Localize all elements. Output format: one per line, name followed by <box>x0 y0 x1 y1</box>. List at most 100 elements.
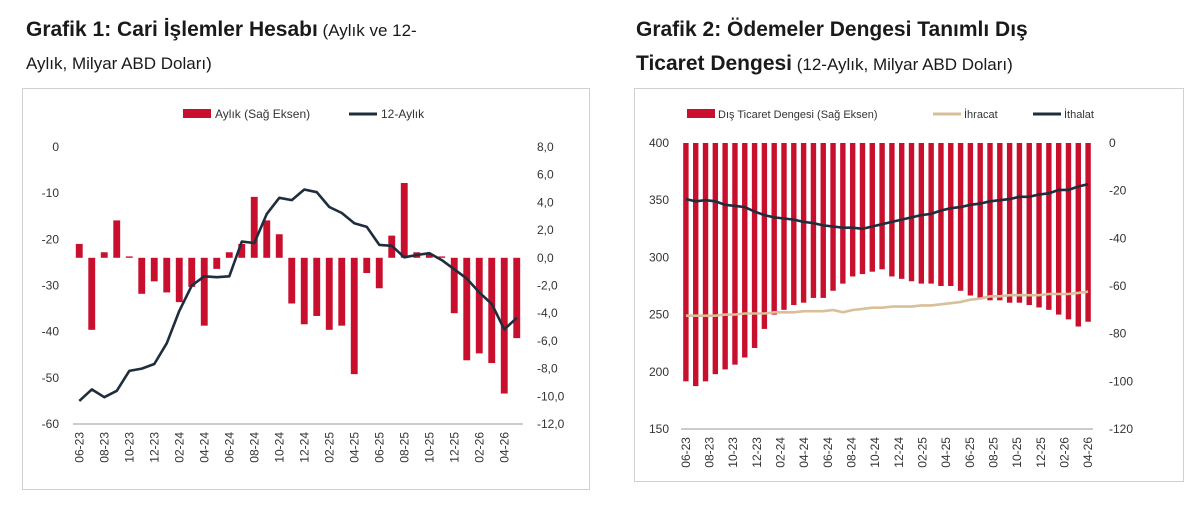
chart2-bar <box>849 143 856 277</box>
chart1-bar <box>475 257 483 354</box>
chart1-bar <box>150 257 158 282</box>
chart1-bar <box>500 257 508 394</box>
chart1-x-tick-label: 10-25 <box>422 432 436 463</box>
chart1-right-tick-label: -4,0 <box>537 306 558 320</box>
chart2-x-tick-label: 10-25 <box>1010 437 1024 468</box>
chart1-right-tick-label: -8,0 <box>537 362 558 376</box>
chart1-bar <box>338 257 346 326</box>
chart2-legend: Dış Ticaret Dengesi (Sağ Eksen) İhracat … <box>687 108 1094 121</box>
chart2-bar <box>1085 143 1091 322</box>
chart2-right-tick-label: 0 <box>1109 136 1116 150</box>
chart1-right-tick-label: -2,0 <box>537 279 558 293</box>
chart2-x-tick-label: 08-23 <box>703 437 717 468</box>
chart2-right-tick-label: -80 <box>1109 327 1127 341</box>
chart2-legend-import-label: İthalat <box>1064 108 1094 121</box>
chart1-right-tick-label: 2,0 <box>537 223 554 237</box>
chart2-bar <box>1036 143 1042 308</box>
chart2-bar <box>948 143 954 286</box>
chart1-title-line2: Aylık, Milyar ABD Doları) <box>26 54 212 73</box>
chart2-title-rest: (12-Aylık, Milyar ABD Doları) <box>792 55 1013 74</box>
chart2-x-tick-label: 10-23 <box>726 437 740 468</box>
chart1-x-tick-label: 10-23 <box>122 432 136 463</box>
chart1-bar <box>75 243 83 258</box>
chart2-bar <box>1055 143 1062 315</box>
chart1-left-tick-label: -20 <box>42 232 60 246</box>
chart2-right-tick-label: -20 <box>1109 184 1127 198</box>
chart1-x-tick-label: 02-26 <box>472 432 486 463</box>
chart2-x-tick-label: 04-25 <box>939 437 953 468</box>
chart1-x-tick-label: 10-24 <box>272 432 286 463</box>
chart2-bar <box>742 143 748 358</box>
chart1-right-tick-label: 6,0 <box>537 168 554 182</box>
chart2-right-tick-label: -60 <box>1109 279 1127 293</box>
chart1-legend-line-label: 12-Aylık <box>381 107 425 121</box>
chart1-left-tick-label: -40 <box>42 325 60 339</box>
chart1-bar <box>400 183 408 258</box>
chart1-12month-line <box>78 188 518 402</box>
chart1-left-tick-label: -50 <box>42 371 60 385</box>
chart1-bar <box>275 234 283 258</box>
chart2-bar <box>1016 143 1023 303</box>
chart2-bar <box>791 143 797 306</box>
chart1-bar <box>188 257 196 287</box>
chart2-bar <box>997 143 1003 301</box>
chart1-left-tick-label: -60 <box>42 417 60 431</box>
chart2-bar <box>908 143 915 282</box>
chart1-bar <box>513 257 521 339</box>
chart1-legend-bar-swatch <box>183 109 211 118</box>
chart1-bar <box>263 220 271 258</box>
chart1-x-tick-label: 08-23 <box>97 432 111 463</box>
chart1-x-tick-label: 08-25 <box>397 432 411 463</box>
chart2-bar <box>977 143 983 298</box>
chart1-bar <box>438 256 446 258</box>
chart1-bar <box>175 257 183 303</box>
chart1-bar <box>425 253 433 258</box>
chart2-bar <box>830 143 836 291</box>
chart2-bar <box>899 143 905 279</box>
chart2-bar <box>859 143 866 275</box>
chart2-left-tick-label: 300 <box>649 250 669 264</box>
chart2-bar <box>1046 143 1052 310</box>
chart2-x-tick-label: 04-24 <box>797 437 811 468</box>
chart2-x-tick-label: 12-25 <box>1034 437 1048 468</box>
chart1-x-tick-label: 12-25 <box>447 432 461 463</box>
chart2-bar <box>1026 143 1032 306</box>
chart2-bar <box>761 143 768 329</box>
chart2-left-tick-label: 250 <box>649 308 669 322</box>
chart2-bar <box>771 143 777 315</box>
chart1-bar <box>200 257 208 326</box>
chart1-x-tick-label: 06-24 <box>222 432 236 463</box>
chart1-bar <box>288 257 296 304</box>
chart1-x-tick-label: 06-23 <box>72 432 86 463</box>
chart1-bar <box>138 257 146 294</box>
chart2-bar <box>918 143 925 284</box>
chart2-x-tick-label: 10-24 <box>868 437 882 468</box>
chart1-bar <box>363 257 371 274</box>
chart1-bar <box>88 257 96 330</box>
chart1-bar <box>163 257 171 293</box>
chart1-bar <box>375 257 383 289</box>
chart1-bar <box>250 196 258 258</box>
chart2-x-tick-label: 06-25 <box>963 437 977 468</box>
chart1-bar <box>100 252 108 258</box>
chart1-bar <box>113 220 121 258</box>
chart2-x-tick-label: 02-26 <box>1057 437 1071 468</box>
chart2-x-tick-label: 02-24 <box>774 437 788 468</box>
chart1-bar <box>238 243 246 258</box>
chart1-x-tick-label: 06-25 <box>372 432 386 463</box>
chart1-bar <box>213 257 221 269</box>
chart2-legend-bar-swatch <box>687 109 715 118</box>
chart1-bar <box>300 257 308 325</box>
chart2-x-tick-label: 08-25 <box>986 437 1000 468</box>
chart2-bar <box>712 143 719 375</box>
chart1-right-tick-label: 4,0 <box>537 195 554 209</box>
chart2-legend-bar-label: Dış Ticaret Dengesi (Sağ Eksen) <box>718 109 878 121</box>
chart2-x-tick-label: 04-26 <box>1081 437 1095 468</box>
chart1-right-tick-label: 8,0 <box>537 140 554 154</box>
chart1-x-tick-label: 12-24 <box>297 432 311 463</box>
chart1-bar <box>450 257 458 314</box>
chart1-legend: Aylık (Sağ Eksen) 12-Aylık <box>183 107 425 121</box>
chart2-bar <box>879 143 885 270</box>
chart1-x-tick-label: 02-24 <box>172 432 186 463</box>
chart2-bar <box>987 143 993 301</box>
